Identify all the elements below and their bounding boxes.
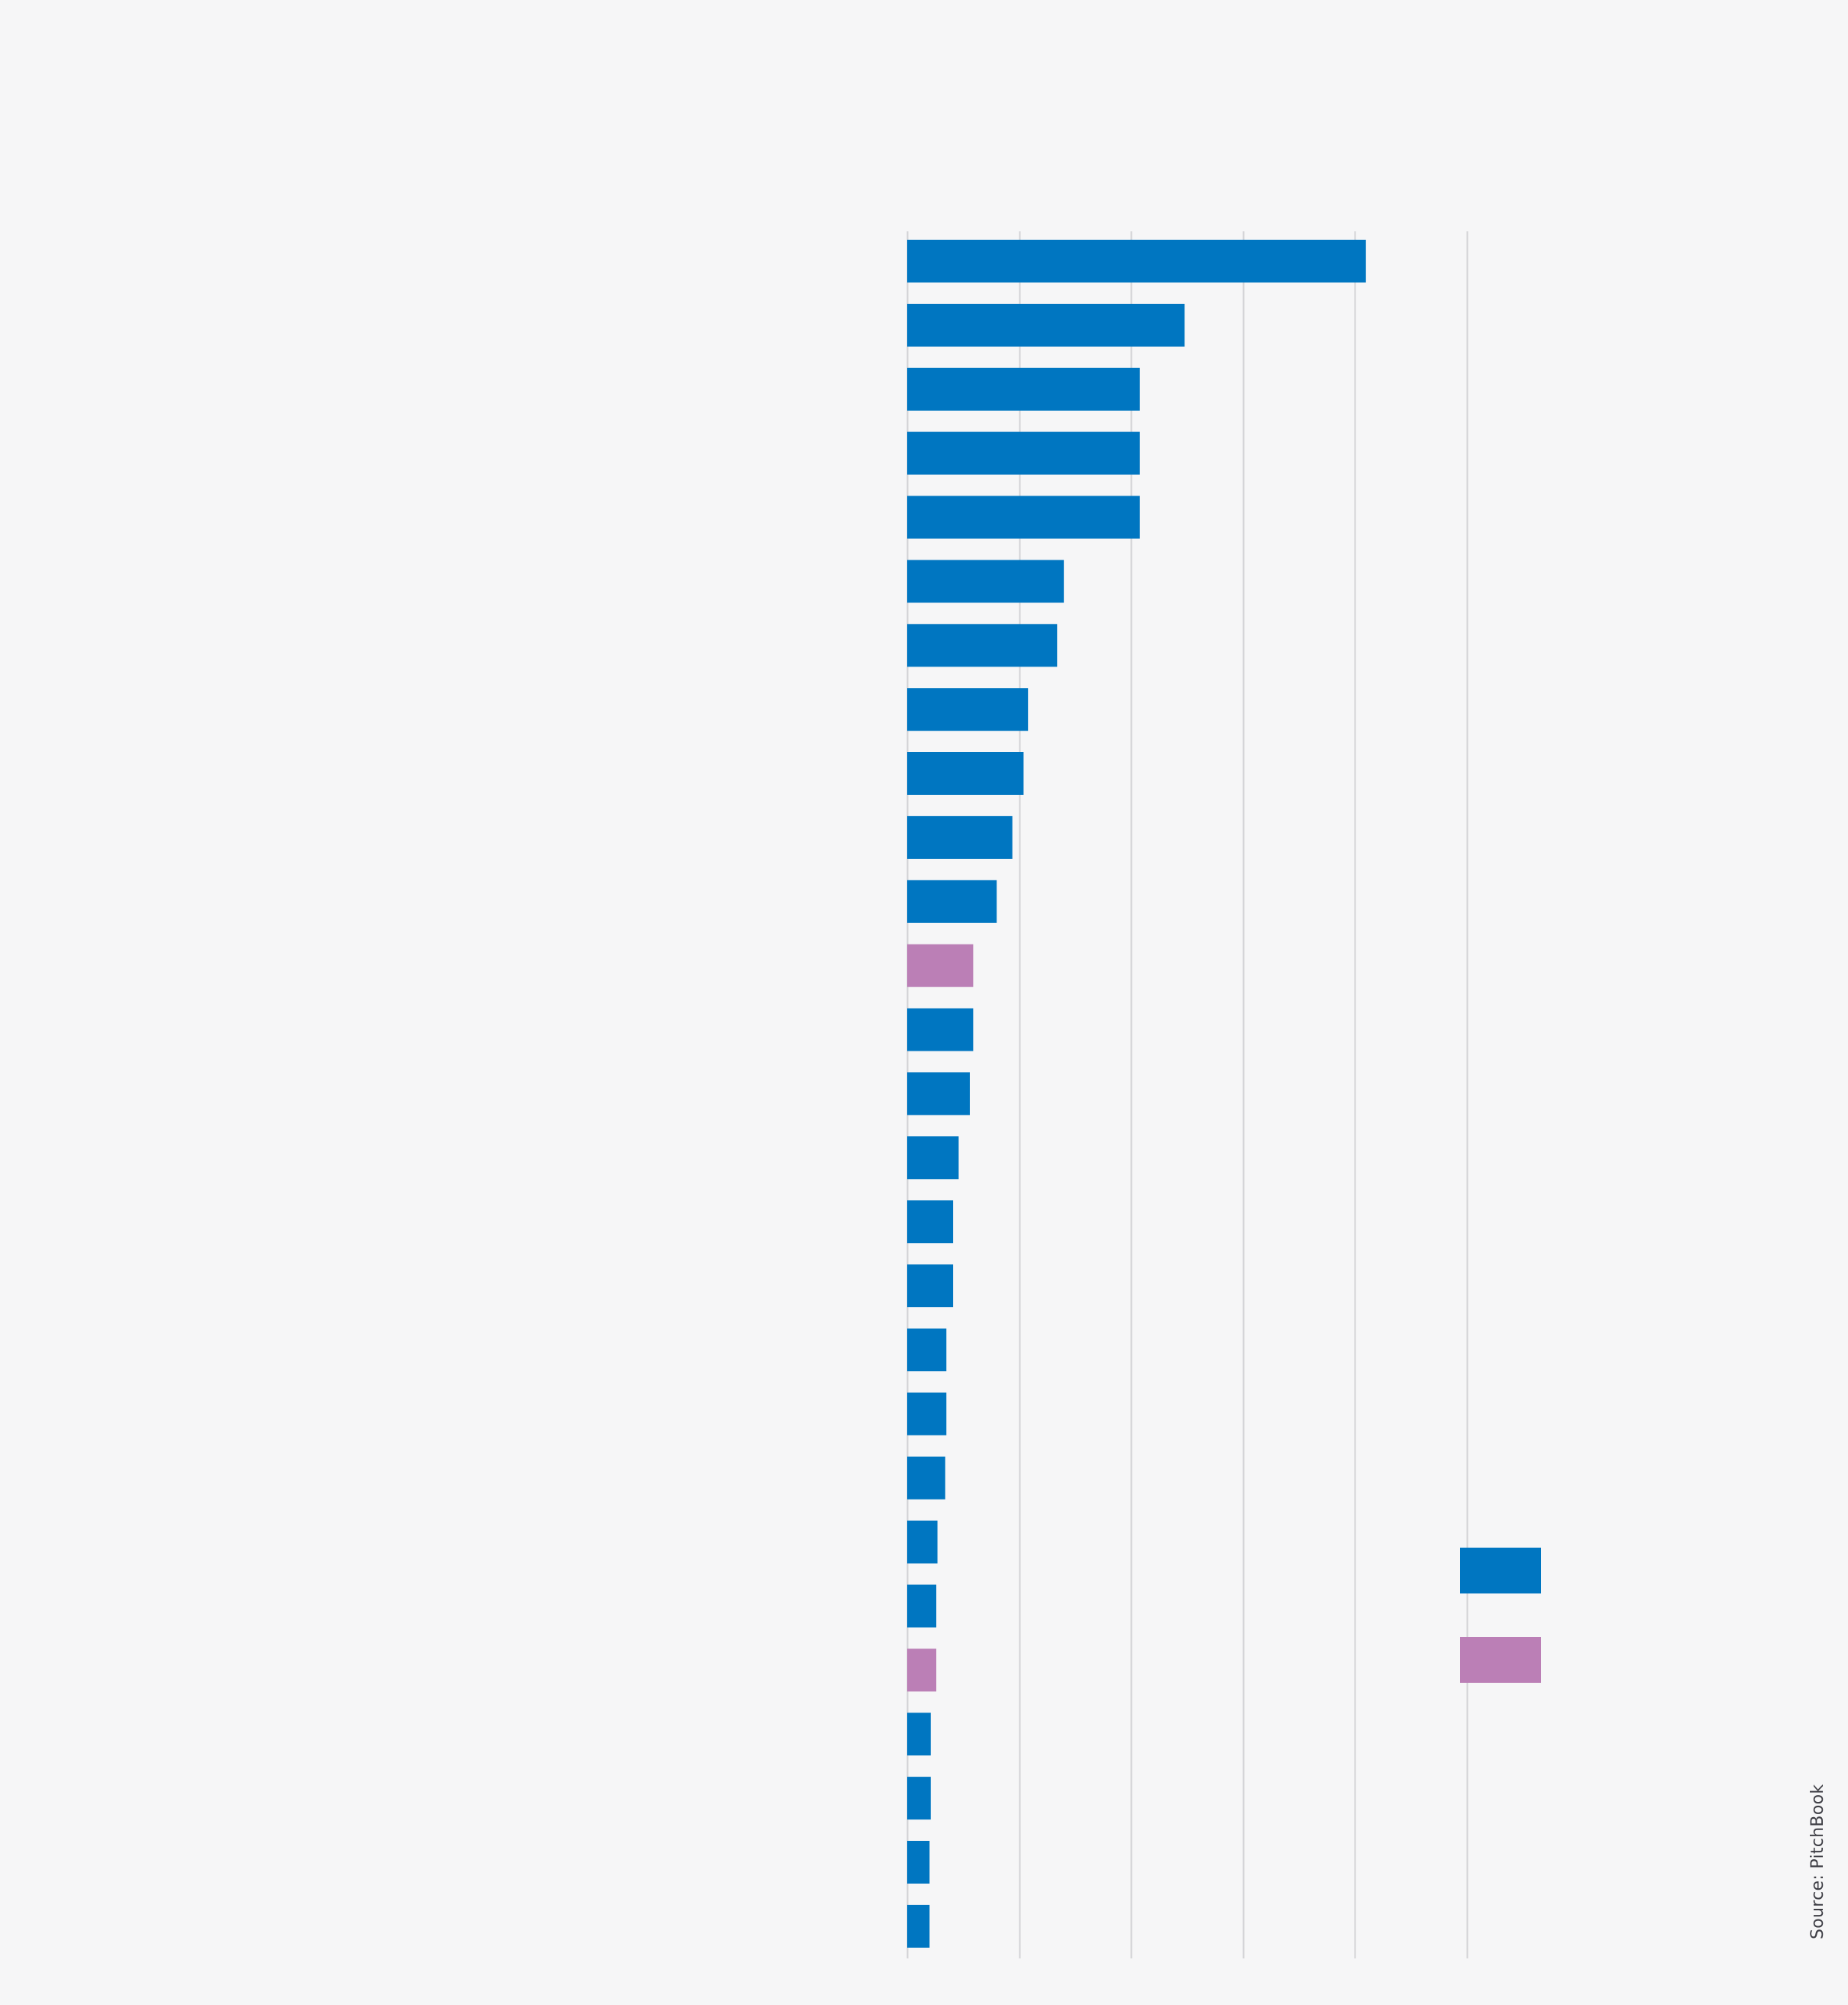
bar-primary <box>907 1392 947 1435</box>
bar-primary <box>907 688 1029 731</box>
bar-primary <box>907 880 997 923</box>
bar-primary <box>907 815 1013 859</box>
bar-primary <box>907 1456 945 1500</box>
bar-primary <box>907 1264 954 1308</box>
legend-swatch-primary <box>1460 1548 1541 1593</box>
bars <box>907 240 1366 1948</box>
legend <box>1460 1548 1541 1683</box>
bar-primary <box>907 1136 959 1180</box>
legend-swatch-highlight <box>1460 1637 1541 1683</box>
bar-primary <box>907 752 1024 795</box>
bar-highlight <box>907 944 974 987</box>
gridlines <box>906 231 1468 1958</box>
bar-primary <box>907 1329 947 1371</box>
bar-primary <box>907 303 1185 347</box>
bar-primary <box>907 240 1366 283</box>
bar-primary <box>907 560 1065 603</box>
bar-primary <box>907 431 1140 475</box>
bar-primary <box>907 1584 937 1628</box>
bar-primary <box>907 1777 931 1820</box>
bar-primary <box>907 1841 930 1884</box>
bar-primary <box>907 624 1058 667</box>
source-note: Source: PitchBook <box>1808 1784 1827 1939</box>
bar-primary <box>907 496 1140 539</box>
bar-primary <box>907 367 1140 411</box>
bar-primary <box>907 1072 970 1116</box>
bar-primary <box>907 1520 938 1564</box>
bar-primary <box>907 1713 931 1756</box>
bar-primary <box>907 1200 954 1244</box>
bar-highlight <box>907 1648 937 1692</box>
bar-primary <box>907 1008 974 1051</box>
bar-primary <box>907 1904 930 1948</box>
